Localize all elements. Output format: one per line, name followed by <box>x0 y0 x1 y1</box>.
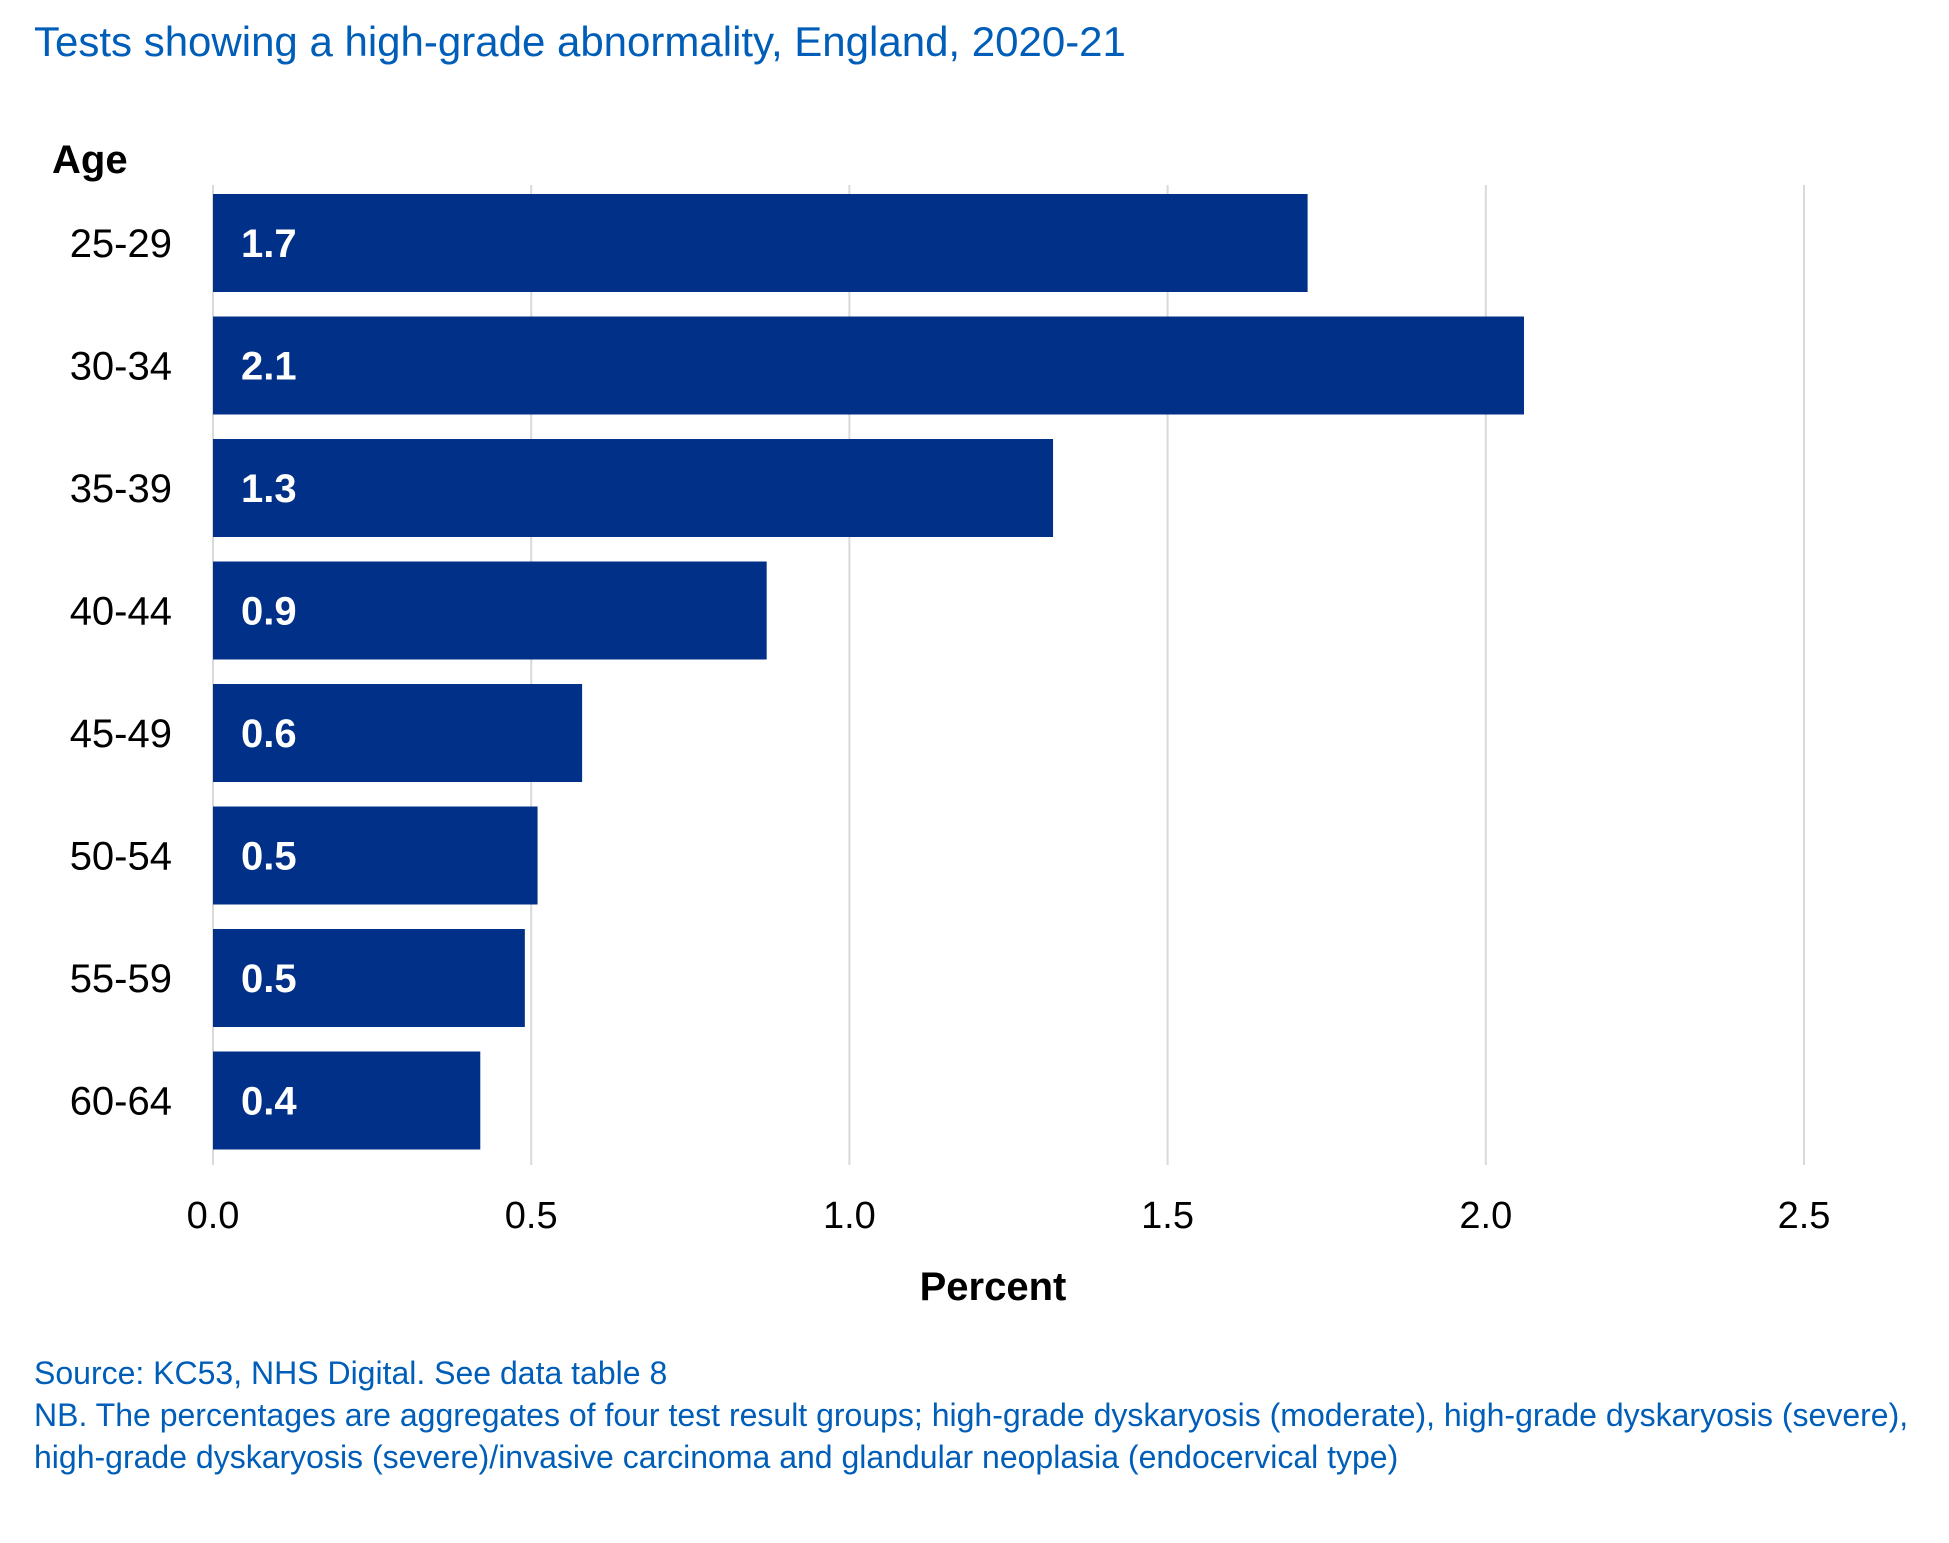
x-tick-label-2: 1.0 <box>823 1195 876 1237</box>
y-tick-label-25-29: 25-29 <box>70 222 172 266</box>
y-tick-label-50-54: 50-54 <box>70 835 172 879</box>
data-label-45-49: 0.6 <box>241 712 297 756</box>
y-axis-title: Age <box>52 138 128 182</box>
data-labels: 1.7 2.1 1.3 0.9 0.6 0.5 0.5 0.4 <box>241 222 297 1124</box>
bar-25-29 <box>213 194 1308 292</box>
bar-60-64 <box>213 1051 481 1150</box>
data-label-55-59: 0.5 <box>241 957 297 1001</box>
y-tick-labels: 25-29 30-34 35-39 40-44 45-49 50-54 55-59 60-64 <box>70 222 172 1124</box>
x-tick-label-1: 0.5 <box>505 1195 558 1237</box>
y-tick-label-45-49: 45-49 <box>70 712 172 756</box>
data-label-40-44: 0.9 <box>241 590 297 634</box>
bar-50-54 <box>213 806 538 905</box>
y-tick-label-35-39: 35-39 <box>70 467 172 511</box>
bar-40-44 <box>213 561 767 660</box>
bar-55-59 <box>213 929 525 1027</box>
data-label-35-39: 1.3 <box>241 467 297 511</box>
y-tick-label-30-34: 30-34 <box>70 345 172 389</box>
x-tick-label-3: 1.5 <box>1141 1195 1194 1237</box>
chart-title: Tests showing a high-grade abnormality, … <box>34 18 1126 65</box>
x-tick-label-0: 0.0 <box>187 1195 240 1237</box>
x-axis-title: Percent <box>920 1265 1067 1309</box>
x-tick-label-5: 2.5 <box>1778 1195 1831 1237</box>
x-tick-label-4: 2.0 <box>1459 1195 1512 1237</box>
data-label-25-29: 1.7 <box>241 222 297 266</box>
bar-chart: Age 25-29 30-34 35-39 40-44 45-49 50-54 55-59 6… <box>52 138 1831 1309</box>
x-tick-labels: 0.0 0.5 1.0 1.5 2.0 2.5 <box>187 1195 1831 1237</box>
data-label-30-34: 2.1 <box>241 345 297 389</box>
bars <box>213 194 1524 1150</box>
data-label-60-64: 0.4 <box>241 1080 297 1124</box>
chart-notes: Source: KC53, NHS Digital. See data tabl… <box>34 1352 1914 1478</box>
bar-30-34 <box>213 316 1524 415</box>
y-tick-label-55-59: 55-59 <box>70 957 172 1001</box>
bar-45-49 <box>213 684 583 782</box>
y-tick-label-40-44: 40-44 <box>70 590 172 634</box>
y-tick-label-60-64: 60-64 <box>70 1080 172 1124</box>
nb-note: NB. The percentages are aggregates of fo… <box>34 1397 1909 1475</box>
source-note: Source: KC53, NHS Digital. See data tabl… <box>34 1355 668 1391</box>
data-label-50-54: 0.5 <box>241 835 297 879</box>
bar-35-39 <box>213 439 1054 537</box>
